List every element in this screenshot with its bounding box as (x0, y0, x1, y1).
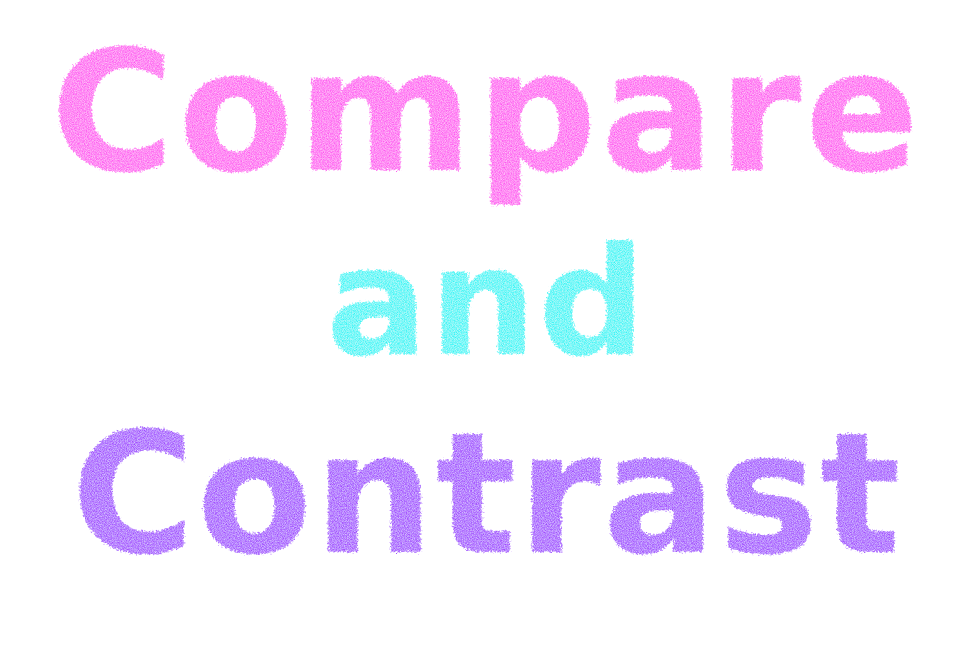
title-word-and: and (326, 216, 648, 390)
title-word-contrast: Contrast (71, 396, 903, 592)
title-word-compare: Compare (50, 14, 924, 210)
